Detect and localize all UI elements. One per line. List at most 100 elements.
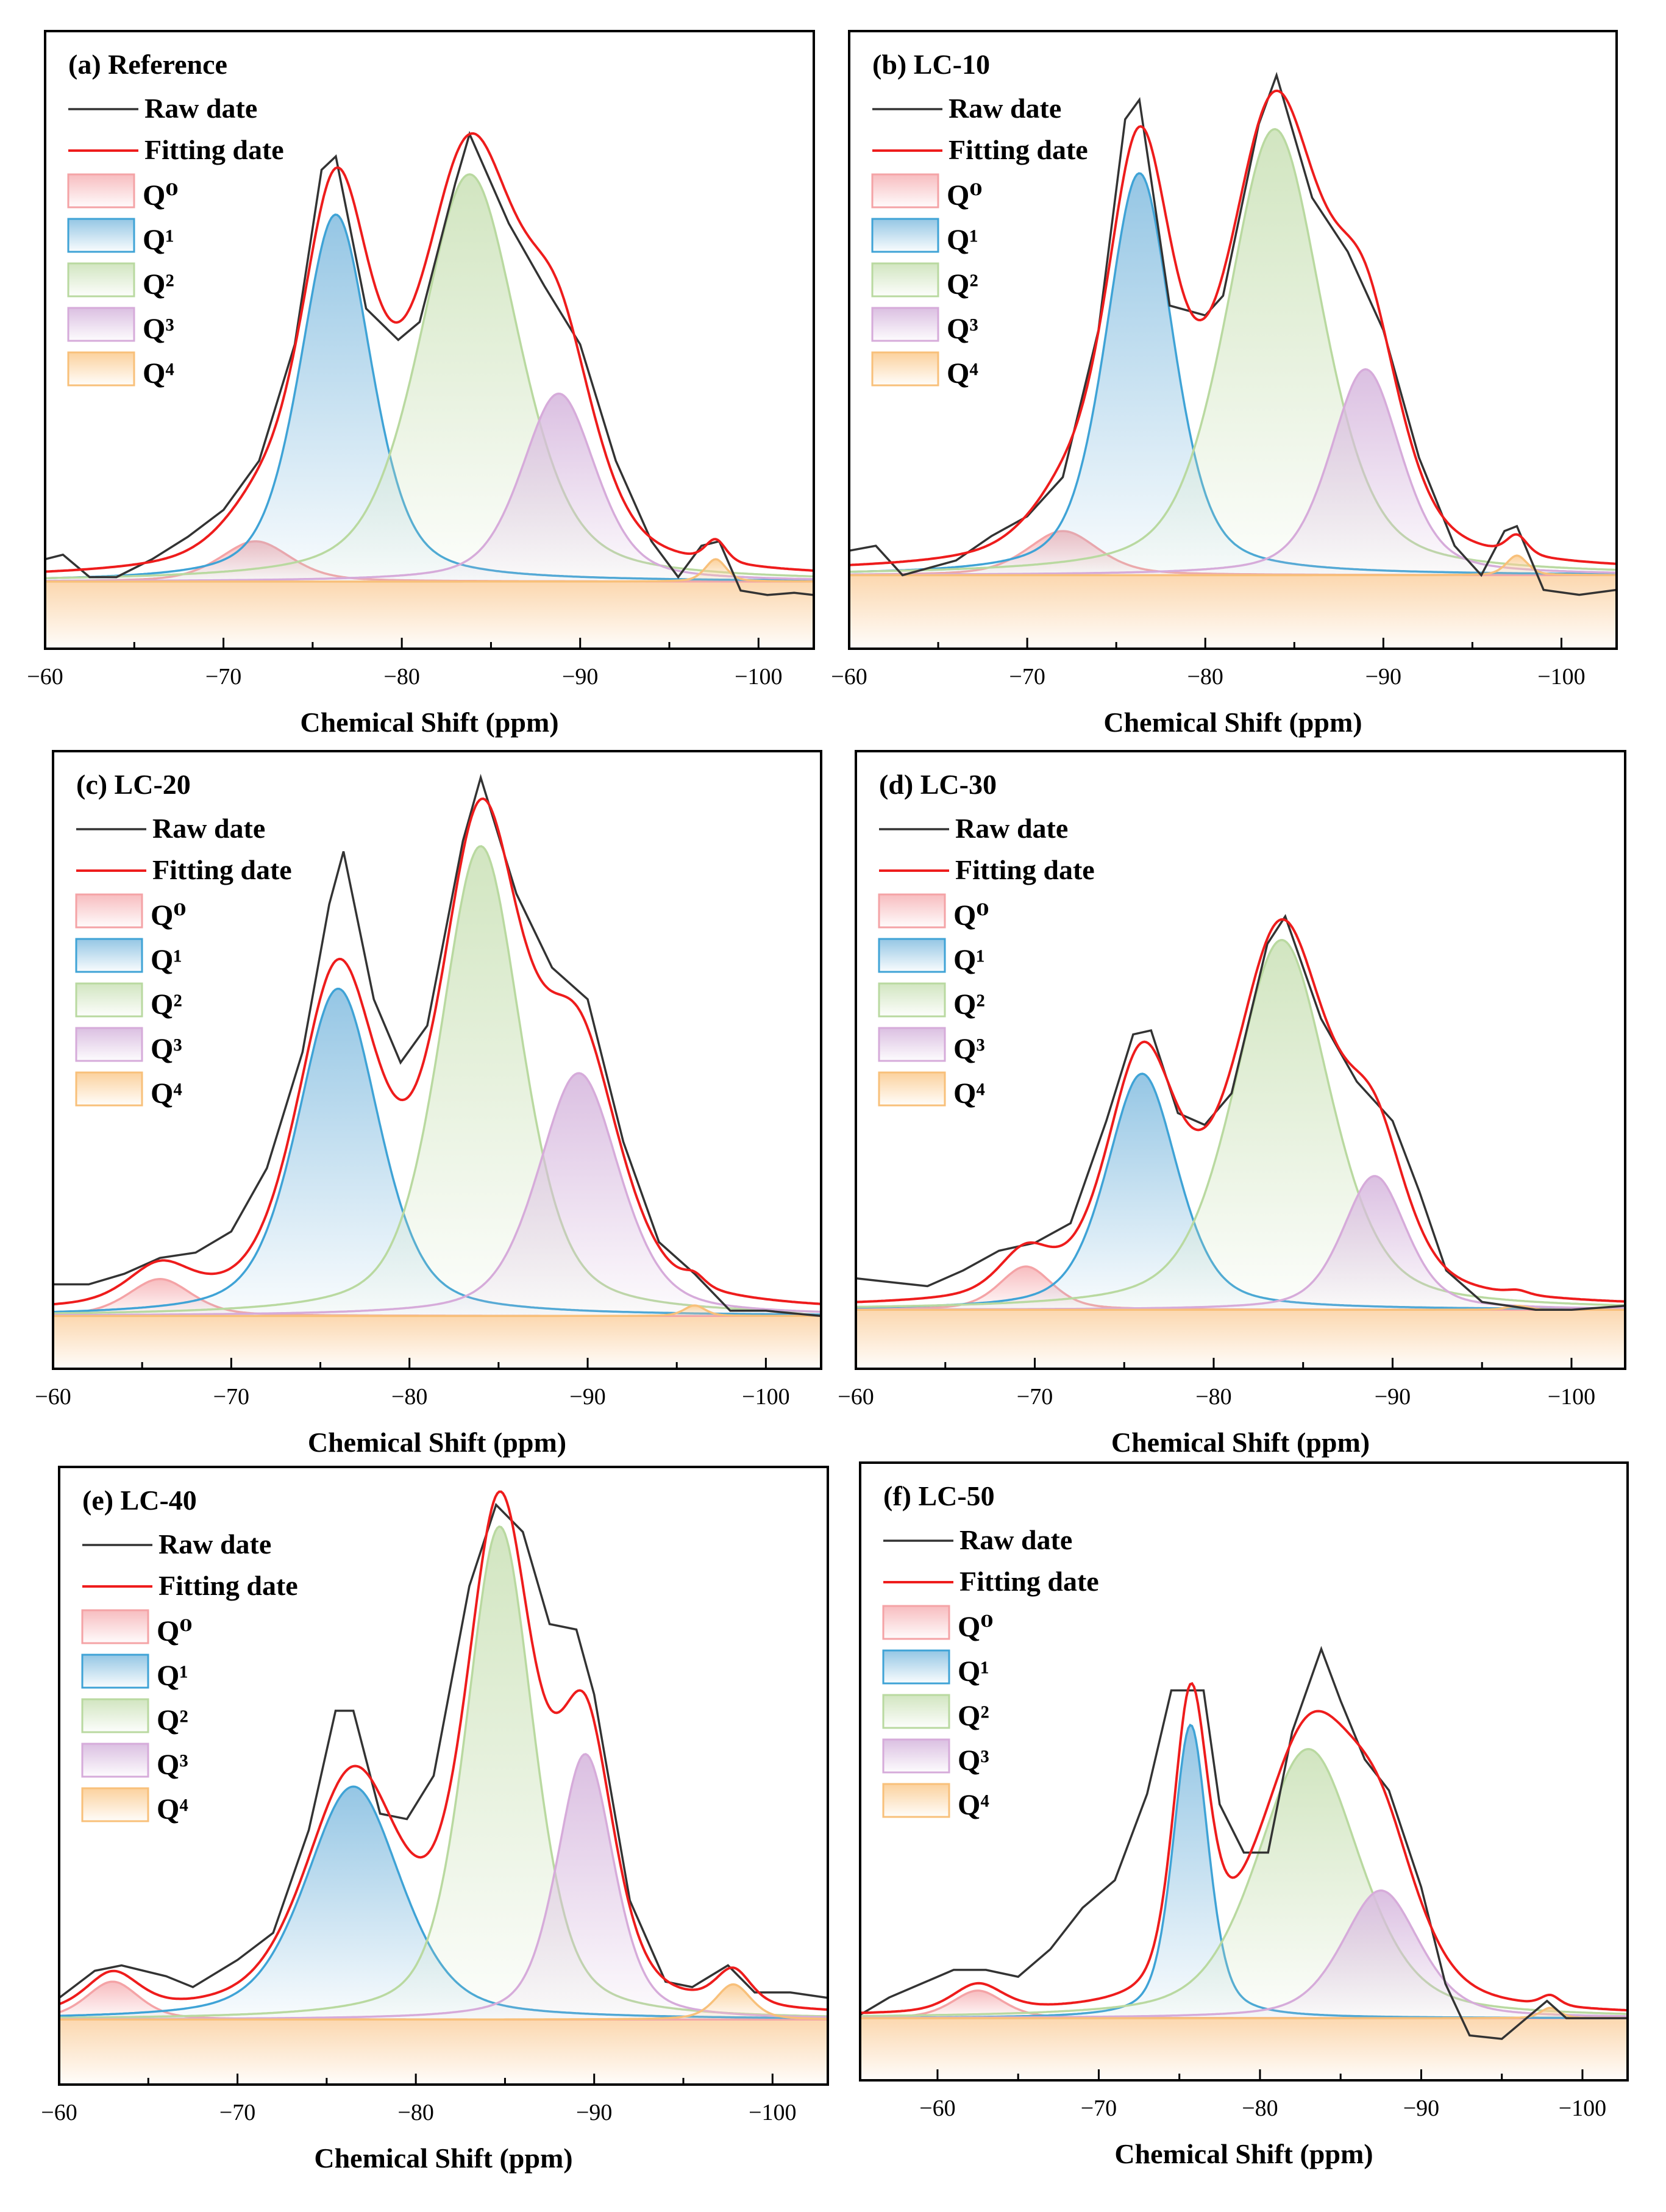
chart-panel-b: −60 −70 −80 −90 −100 Chemical Shift (ppm) (b) … bbox=[831, 30, 1618, 738]
peak-line-q4 bbox=[856, 1305, 1625, 1311]
peak-line-q3 bbox=[849, 368, 1617, 576]
legend-fit-label: Fitting date bbox=[152, 854, 292, 885]
legend-q3-label: Q³ bbox=[151, 1033, 182, 1065]
chart-panel-d: −60 −70 −80 −90 −100 Chemical Shift (ppm) (d) … bbox=[838, 750, 1626, 1458]
x-tick-label: −90 bbox=[576, 2100, 612, 2125]
legend: Raw date Fitting date Q⁰ Q¹ Q² Q³ Q⁴ bbox=[81, 1529, 298, 1825]
panel-title: (e) LC-40 bbox=[82, 1485, 197, 1516]
raw-data-line bbox=[45, 130, 814, 596]
legend-q1-swatch bbox=[882, 1649, 950, 1685]
legend-q1-swatch bbox=[81, 1654, 149, 1689]
fitting-data-line bbox=[860, 1682, 1628, 2014]
legend-fit-label: Fitting date bbox=[949, 134, 1088, 165]
x-tick-label: −90 bbox=[562, 664, 598, 690]
x-tick-label: −80 bbox=[397, 2100, 433, 2125]
legend-raw-label: Raw date bbox=[152, 813, 265, 844]
legend-q3-swatch bbox=[81, 1743, 149, 1778]
legend-q0-label: Q⁰ bbox=[143, 179, 178, 212]
baseline-fill bbox=[849, 575, 1617, 649]
raw-data-line bbox=[53, 774, 821, 1318]
x-axis-title: Chemical Shift (ppm) bbox=[314, 2142, 572, 2174]
legend-q3-swatch bbox=[882, 1738, 950, 1774]
peak-area-q4 bbox=[849, 555, 1617, 576]
x-tick-label: −100 bbox=[1537, 664, 1585, 690]
legend-q4-swatch bbox=[75, 1071, 143, 1107]
axes-frame bbox=[44, 30, 815, 650]
legend-q0-swatch bbox=[882, 1605, 950, 1640]
legend-q2-label: Q² bbox=[958, 1700, 989, 1732]
legend-q0-label: Q⁰ bbox=[157, 1615, 192, 1647]
x-tick-label: −70 bbox=[1081, 2096, 1117, 2121]
x-tick-label: −90 bbox=[569, 1384, 605, 1410]
peak-area-q3 bbox=[53, 1073, 821, 1316]
x-tick-label: −90 bbox=[1365, 664, 1401, 690]
legend-q2-swatch bbox=[67, 262, 135, 298]
legend-q2-swatch bbox=[75, 982, 143, 1018]
legend-q1-label: Q¹ bbox=[151, 944, 182, 976]
x-tick-label: −70 bbox=[219, 2100, 255, 2125]
legend-q4-label: Q⁴ bbox=[151, 1077, 182, 1110]
x-tick-label: −60 bbox=[35, 1384, 71, 1410]
legend-q3-swatch bbox=[75, 1027, 143, 1062]
panel-title: (b) LC-10 bbox=[872, 49, 990, 80]
legend: Raw date Fitting date Q⁰ Q¹ Q² Q³ Q⁴ bbox=[878, 813, 1095, 1110]
axes-frame bbox=[859, 1461, 1629, 2082]
legend-q0-swatch bbox=[871, 173, 939, 209]
chart-panel-e: −60 −70 −80 −90 −100 Chemical Shift (ppm) (e) … bbox=[41, 1466, 829, 2174]
legend-fit-label: Fitting date bbox=[959, 1566, 1099, 1597]
legend-q0-label: Q⁰ bbox=[953, 899, 989, 932]
legend-q3-label: Q³ bbox=[958, 1744, 989, 1777]
legend-q2-swatch bbox=[871, 262, 939, 298]
legend-q4-swatch bbox=[81, 1787, 149, 1822]
raw-data-line bbox=[849, 71, 1617, 596]
peak-line-q4 bbox=[59, 1983, 828, 2021]
x-tick-label: −60 bbox=[27, 664, 63, 690]
baseline-fill bbox=[856, 1310, 1625, 1369]
peak-area-q2 bbox=[45, 174, 814, 582]
legend-raw-label: Raw date bbox=[158, 1529, 271, 1560]
baseline-fill bbox=[53, 1316, 821, 1369]
axes-frame bbox=[58, 1466, 829, 2086]
peak-area-q3 bbox=[849, 369, 1617, 576]
legend-q1-swatch bbox=[75, 938, 143, 973]
legend-q4-label: Q⁴ bbox=[958, 1789, 989, 1821]
legend-q1-label: Q¹ bbox=[953, 944, 985, 976]
legend-q0-label: Q⁰ bbox=[947, 179, 982, 212]
legend-fit-label: Fitting date bbox=[955, 854, 1095, 885]
chart-panel-f: −60 −70 −80 −90 −100 Chemical Shift (ppm) (f) … bbox=[859, 1461, 1629, 2169]
legend-q0-swatch bbox=[878, 893, 946, 929]
x-tick-label: −80 bbox=[1195, 1384, 1231, 1410]
raw-data-line bbox=[856, 914, 1625, 1311]
panel-title: (c) LC-20 bbox=[76, 769, 191, 800]
peak-area-q3 bbox=[45, 393, 814, 582]
chart-panel-c: −60 −70 −80 −90 −100 Chemical Shift (ppm) (c) … bbox=[35, 750, 822, 1458]
x-tick-label: −80 bbox=[383, 664, 419, 690]
x-tick-label: −100 bbox=[749, 2100, 796, 2125]
x-tick-label: −80 bbox=[1242, 2096, 1278, 2121]
legend-raw-label: Raw date bbox=[959, 1524, 1072, 1555]
legend-q2-swatch bbox=[882, 1694, 950, 1729]
panel-title: (f) LC-50 bbox=[883, 1480, 995, 1511]
chart-panel-a: −60 −70 −80 −90 −100 Chemical Shift (ppm) (a) … bbox=[27, 30, 815, 738]
fitting-data-line bbox=[53, 797, 821, 1306]
legend-q0-swatch bbox=[75, 893, 143, 929]
legend-q4-swatch bbox=[878, 1071, 946, 1107]
legend-fit-label: Fitting date bbox=[144, 134, 284, 165]
peak-line-q3 bbox=[53, 1072, 821, 1316]
x-tick-label: −100 bbox=[742, 1384, 789, 1410]
peak-line-q2 bbox=[45, 173, 814, 579]
legend-q4-swatch bbox=[67, 351, 135, 387]
panel-title: (a) Reference bbox=[68, 49, 227, 80]
legend-q0-swatch bbox=[81, 1609, 149, 1644]
x-tick-label: −80 bbox=[1187, 664, 1223, 690]
x-tick-label: −60 bbox=[41, 2100, 77, 2125]
legend-q4-swatch bbox=[882, 1783, 950, 1818]
legend-q3-label: Q³ bbox=[947, 313, 978, 345]
legend-q0-label: Q⁰ bbox=[958, 1611, 993, 1643]
x-tick-label: −70 bbox=[1009, 664, 1045, 690]
legend-q1-swatch bbox=[878, 938, 946, 973]
fitting-data-line bbox=[849, 89, 1617, 566]
peak-area-q4 bbox=[59, 1984, 828, 2020]
peak-line-q2 bbox=[860, 1748, 1628, 2018]
